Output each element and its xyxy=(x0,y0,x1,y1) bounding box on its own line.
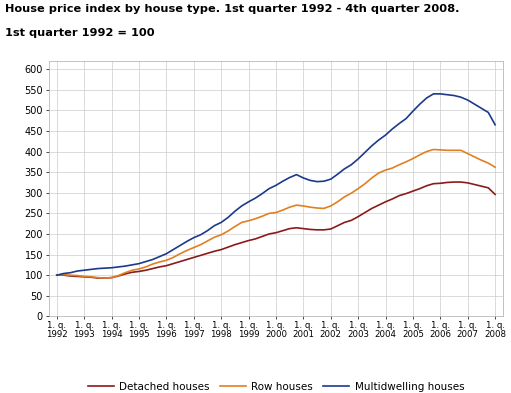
Detached houses xyxy=(492,192,498,197)
Detached houses xyxy=(287,226,293,231)
Multidwelling houses xyxy=(437,92,444,96)
Multidwelling houses xyxy=(156,254,162,259)
Multidwelling houses xyxy=(239,204,245,208)
Row houses xyxy=(478,158,484,163)
Detached houses xyxy=(95,276,101,281)
Row houses xyxy=(245,219,251,223)
Detached houses xyxy=(245,238,251,243)
Detached houses xyxy=(54,273,60,277)
Line: Detached houses: Detached houses xyxy=(57,182,495,278)
Text: House price index by house type. 1st quarter 1992 - 4th quarter 2008.: House price index by house type. 1st qua… xyxy=(5,4,459,14)
Line: Row houses: Row houses xyxy=(57,149,495,278)
Detached houses xyxy=(451,180,457,184)
Detached houses xyxy=(437,181,444,185)
Legend: Detached houses, Row houses, Multidwelling houses: Detached houses, Row houses, Multidwelli… xyxy=(83,378,469,393)
Row houses xyxy=(191,245,197,250)
Multidwelling houses xyxy=(478,106,484,111)
Row houses xyxy=(430,147,436,152)
Multidwelling houses xyxy=(54,273,60,277)
Text: 1st quarter 1992 = 100: 1st quarter 1992 = 100 xyxy=(5,28,155,37)
Line: Multidwelling houses: Multidwelling houses xyxy=(57,94,495,275)
Row houses xyxy=(102,276,108,281)
Multidwelling houses xyxy=(492,123,498,127)
Row houses xyxy=(492,165,498,169)
Row houses xyxy=(287,205,293,209)
Row houses xyxy=(54,273,60,277)
Detached houses xyxy=(164,263,170,268)
Multidwelling houses xyxy=(280,179,286,184)
Detached houses xyxy=(191,255,197,260)
Multidwelling houses xyxy=(430,92,436,96)
Row houses xyxy=(164,258,170,263)
Row houses xyxy=(444,148,450,152)
Multidwelling houses xyxy=(184,239,190,244)
Detached houses xyxy=(478,184,484,189)
